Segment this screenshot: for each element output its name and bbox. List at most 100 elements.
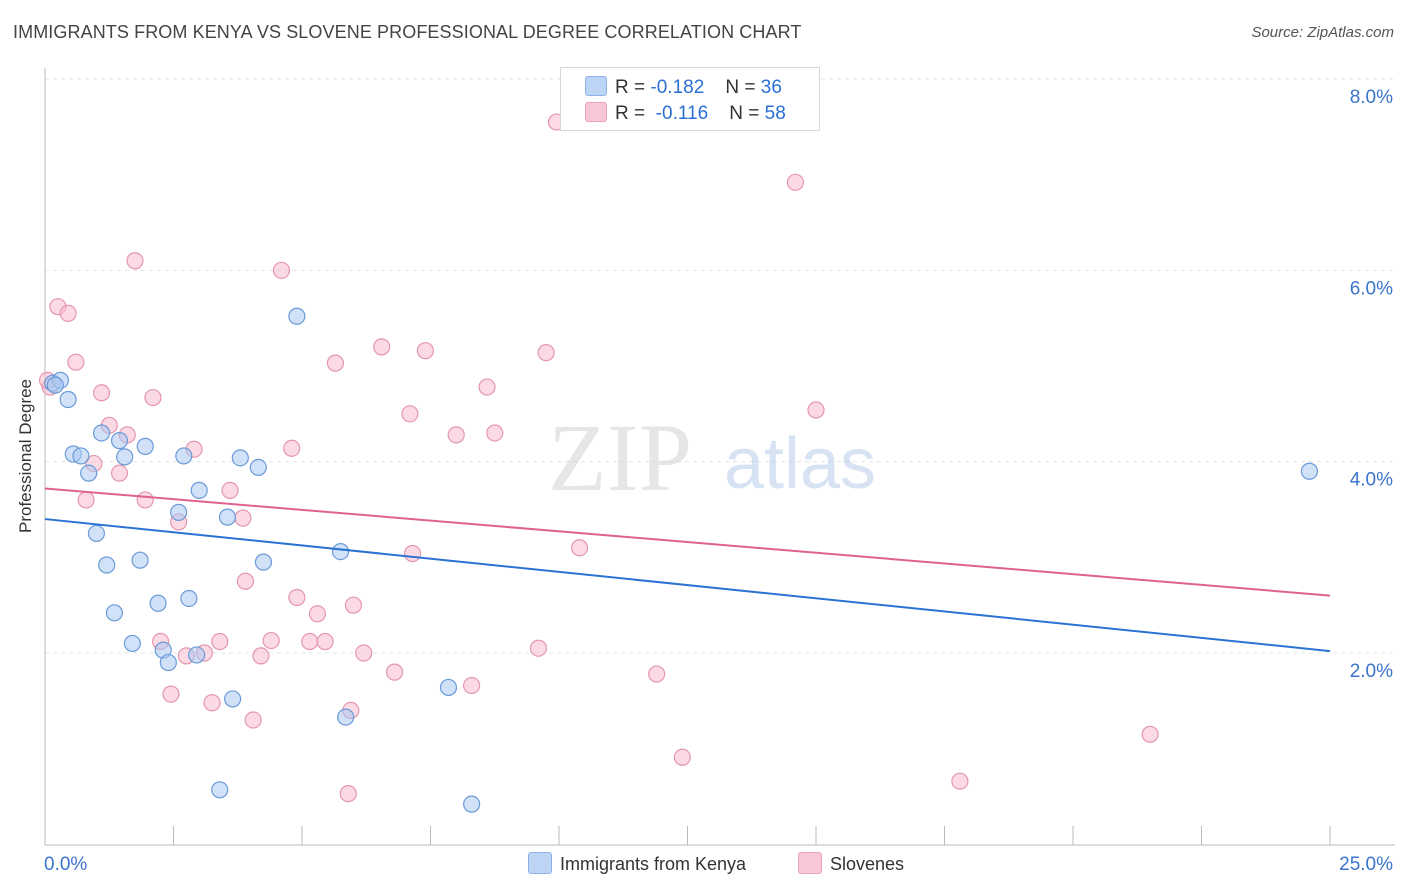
slovene-point-43 <box>447 426 465 444</box>
kenya-point-5 <box>80 464 98 482</box>
kenya-point-7 <box>92 424 111 442</box>
stats-legend: R = -0.182 N = 36 R = -0.116 N = 58 <box>560 67 820 131</box>
chart-title: IMMIGRANTS FROM KENYA VS SLOVENE PROFESS… <box>13 22 802 42</box>
slovene-point-24 <box>244 711 262 729</box>
slovene-point-29 <box>288 588 306 607</box>
legend-item-slovenes[interactable]: Slovenes <box>798 852 904 875</box>
kenya-point-6 <box>87 524 106 543</box>
kenya-point-19 <box>175 447 193 465</box>
kenya-point-2 <box>59 390 77 409</box>
kenya-point-33 <box>463 795 481 813</box>
slovene-point-2 <box>59 304 77 322</box>
slovene-point-39 <box>385 663 404 681</box>
slovene-point-45 <box>478 378 496 396</box>
slovene-point-30 <box>301 632 319 651</box>
kenya-point-14 <box>136 437 154 455</box>
slovene-point-56 <box>1141 725 1159 743</box>
kenya-trend-line <box>44 518 1331 653</box>
slovene-point-50 <box>570 539 589 557</box>
legend-item-kenya[interactable]: Immigrants from Kenya <box>528 852 746 875</box>
y-tick-label-3: 8.0% <box>1350 87 1393 108</box>
slovene-point-25 <box>252 647 270 665</box>
slovene-point-36 <box>344 596 362 614</box>
slovene-point-12 <box>144 388 162 407</box>
source-label: Source: ZipAtlas.com <box>1251 24 1394 41</box>
kenya-point-15 <box>149 594 167 612</box>
slovene-point-40 <box>401 405 419 423</box>
kenya-point-34 <box>1300 462 1319 480</box>
slovene-point-37 <box>355 644 373 662</box>
y-tick-label-1: 4.0% <box>1350 470 1393 491</box>
slovene-point-33 <box>326 354 345 372</box>
kenya-point-4 <box>72 447 90 465</box>
kenya-point-22 <box>190 481 208 499</box>
slovene-point-28 <box>283 439 301 457</box>
slovene-point-53 <box>786 173 805 191</box>
slovene-point-19 <box>203 694 221 712</box>
slovene-point-52 <box>673 748 691 766</box>
kenya-n-value: 36 <box>760 77 782 98</box>
slovene-point-47 <box>529 639 548 657</box>
legend-row-slovenes: R = -0.116 N = 58 <box>585 102 786 126</box>
kenya-point-27 <box>249 458 267 477</box>
slovene-point-48 <box>537 344 555 362</box>
kenya-point-23 <box>211 781 229 799</box>
slovene-point-44 <box>463 676 481 695</box>
slovene-point-34 <box>339 785 357 803</box>
kenya-point-30 <box>331 542 350 561</box>
slovene-point-27 <box>272 261 291 279</box>
x-tick-label-max: 25.0% <box>1339 854 1393 875</box>
slovene-point-46 <box>486 424 504 442</box>
kenya-swatch <box>585 76 607 96</box>
slovene-point-38 <box>373 338 391 356</box>
kenya-point-18 <box>170 503 188 521</box>
slovene-point-11 <box>136 491 154 509</box>
kenya-point-28 <box>254 553 273 571</box>
legend-row-kenya: R = -0.182 N = 36 <box>585 76 782 100</box>
slovene-point-41 <box>403 544 422 563</box>
slovene-r-value: -0.116 <box>655 103 709 124</box>
kenya-point-26 <box>231 449 249 467</box>
kenya-point-35 <box>46 376 64 394</box>
kenya-point-21 <box>188 646 206 664</box>
kenya-point-11 <box>116 448 134 466</box>
kenya-point-29 <box>288 307 306 325</box>
kenya-point-8 <box>98 556 116 574</box>
kenya-legend-swatch <box>528 852 552 874</box>
grid-lines <box>45 78 1395 654</box>
slovene-point-6 <box>92 384 111 402</box>
slovene-n-value: 58 <box>764 103 786 124</box>
slovene-trend-line <box>44 487 1331 597</box>
slovene-point-21 <box>221 481 239 499</box>
kenya-point-12 <box>123 634 141 653</box>
slovene-point-31 <box>308 605 327 623</box>
kenya-point-13 <box>131 551 149 569</box>
kenya-point-32 <box>439 678 458 697</box>
y-tick-label-0: 2.0% <box>1350 661 1393 682</box>
slovene-point-3 <box>67 353 85 371</box>
slovene-point-20 <box>211 632 229 651</box>
kenya-r-value: -0.182 <box>650 77 705 98</box>
kenya-point-17 <box>159 653 177 672</box>
slovene-point-26 <box>262 631 280 650</box>
slovene-point-55 <box>951 772 969 790</box>
axes <box>44 68 1395 846</box>
slovene-point-22 <box>234 509 252 527</box>
slovene-point-14 <box>162 685 180 703</box>
watermark-atlas: atlas <box>724 424 876 504</box>
kenya-point-20 <box>180 589 198 608</box>
kenya-point-24 <box>218 508 237 526</box>
x-tick-label-min: 0.0% <box>44 854 87 875</box>
slovene-point-32 <box>316 632 334 651</box>
kenya-point-31 <box>337 708 355 726</box>
y-axis-label: Professional Degree <box>16 378 35 534</box>
slovene-point-51 <box>648 665 666 683</box>
kenya-point-10 <box>110 432 129 450</box>
watermark-zip: ZIP <box>548 404 692 511</box>
slovene-swatch <box>585 102 607 122</box>
slovene-point-4 <box>77 491 95 509</box>
watermark: ZIP atlas <box>548 404 876 511</box>
kenya-point-25 <box>224 690 242 708</box>
slovene-point-23 <box>236 572 255 590</box>
